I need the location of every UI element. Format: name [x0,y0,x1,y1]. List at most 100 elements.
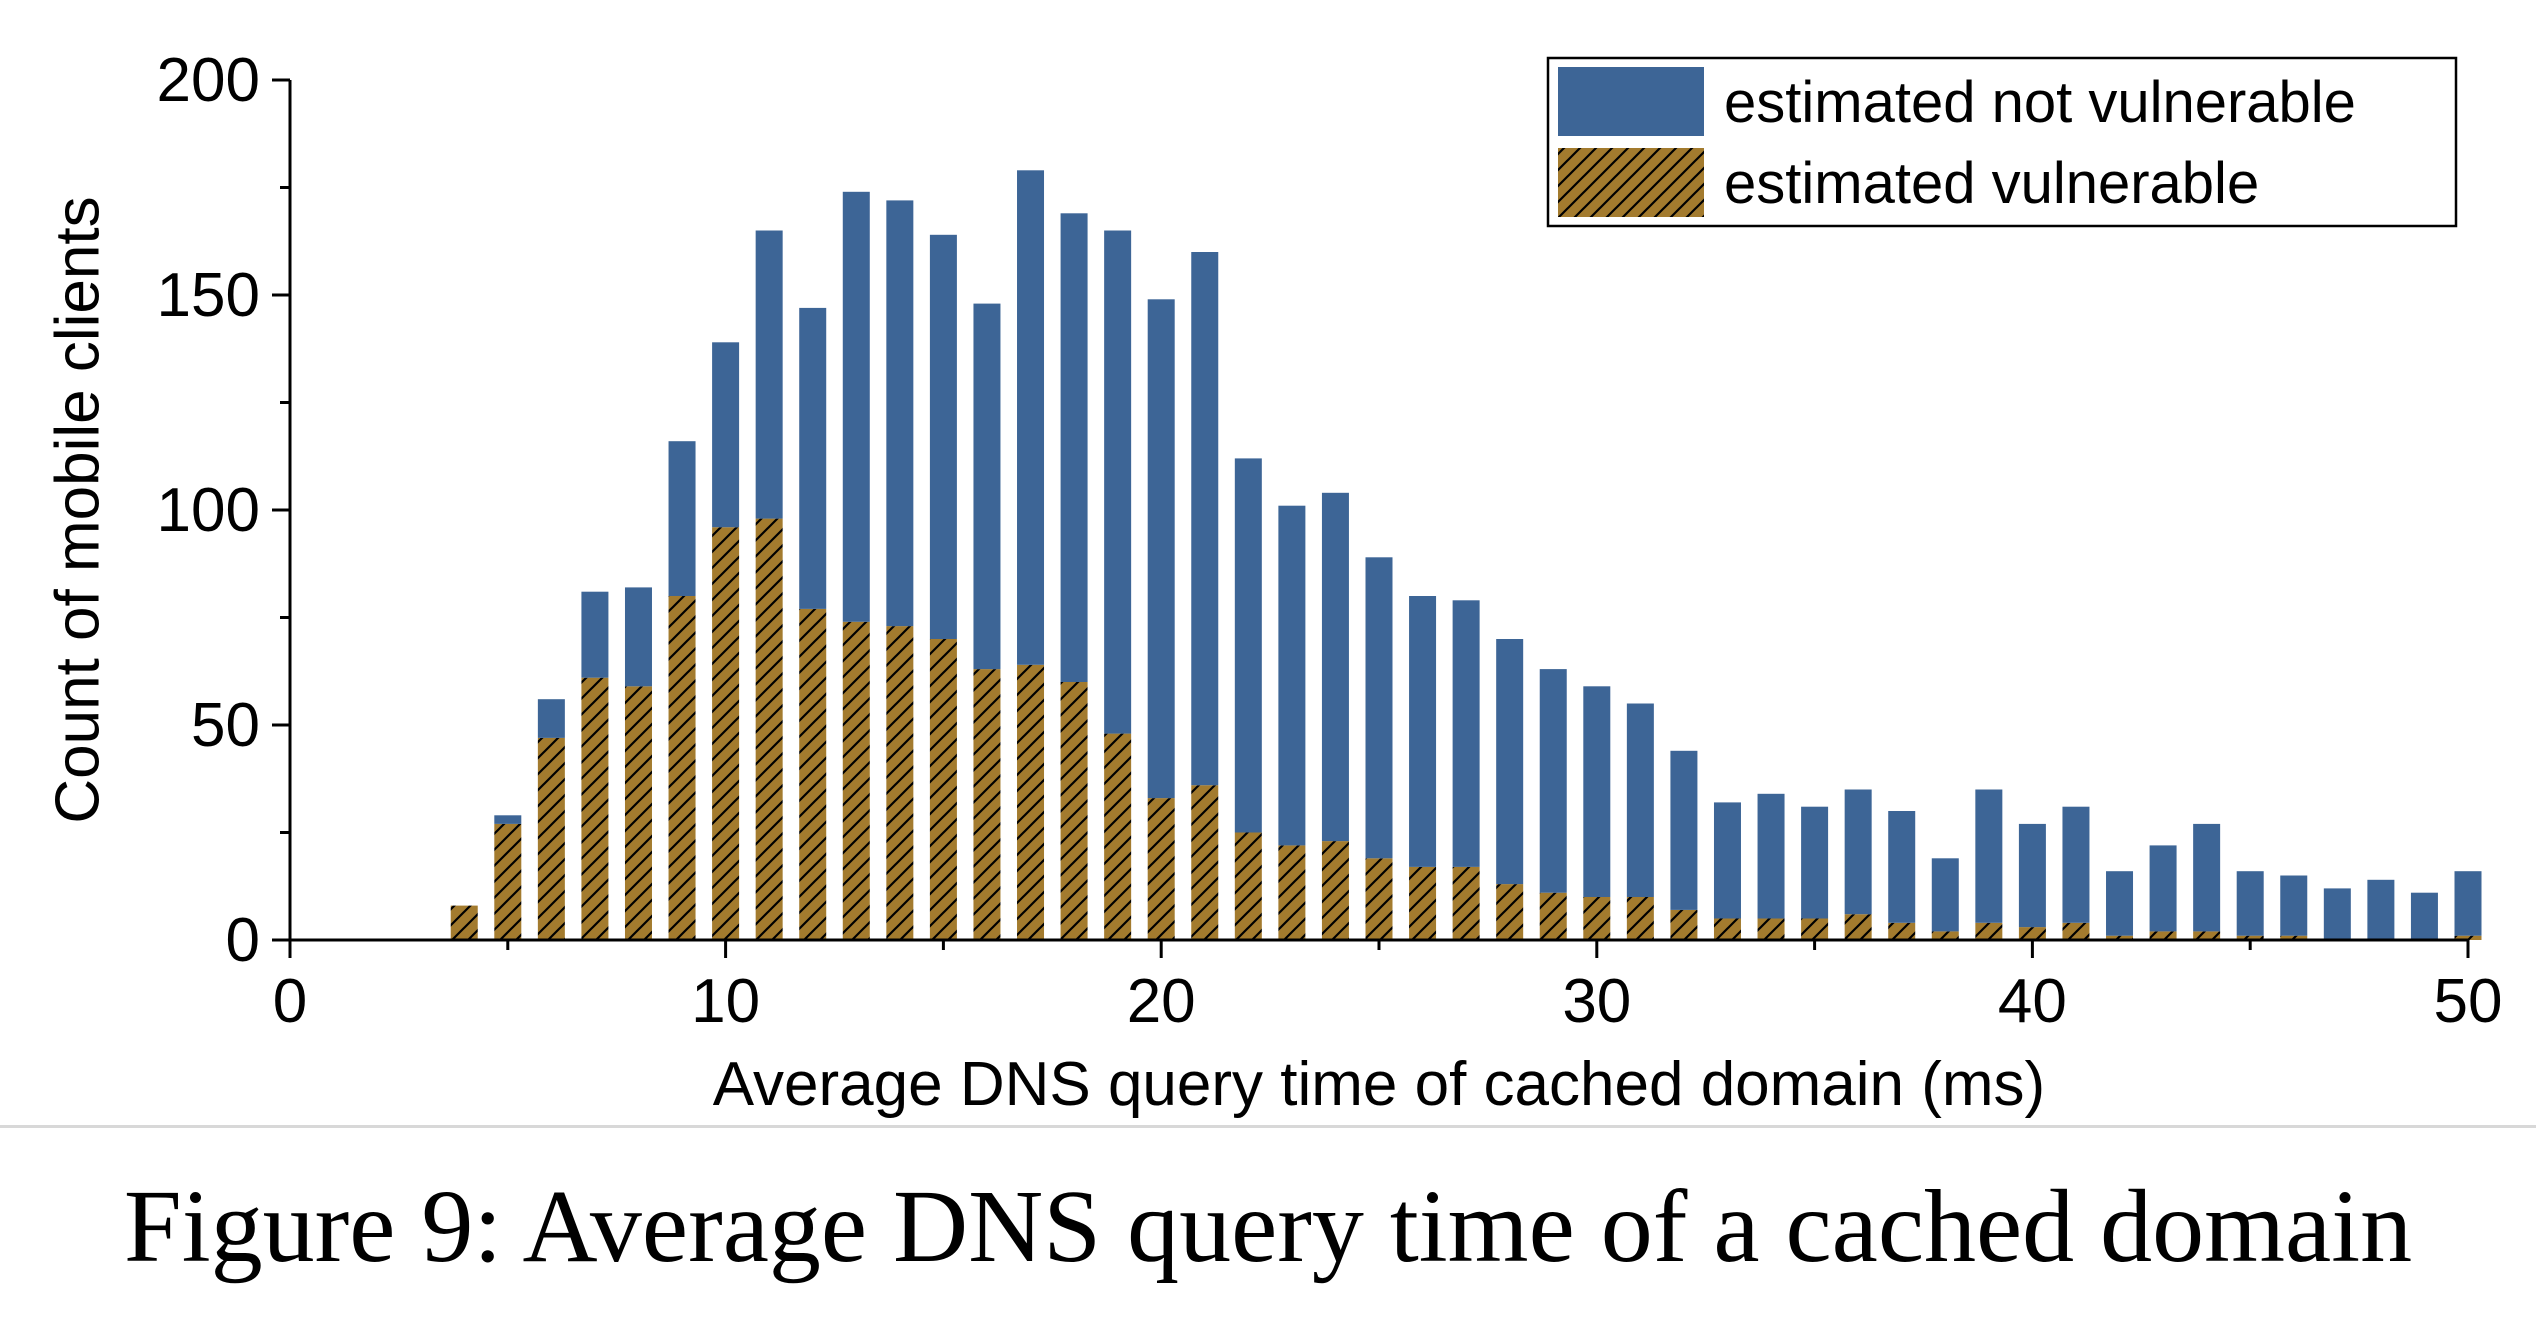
bar-vulnerable [2193,931,2221,940]
y-tick-label: 150 [157,261,260,330]
bar-vulnerable [450,905,478,940]
bar-not-vulnerable [668,441,696,596]
bar-vulnerable [494,823,522,940]
bar-not-vulnerable [581,591,609,678]
y-axis-title: Count of mobile clients [44,196,113,823]
bar-not-vulnerable [2454,871,2482,936]
bar-vulnerable [1278,845,1306,940]
bar-vulnerable [1931,931,1959,940]
bar-not-vulnerable [1321,492,1349,842]
bar-vulnerable [712,527,740,940]
histogram-chart: 0 50 100 150 200 0 10 20 30 40 50 Average DNS quer… [44,46,2503,1119]
y-tick-label: 100 [157,476,260,545]
bar-not-vulnerable [1539,669,1567,893]
bar-not-vulnerable [1104,230,1132,734]
bar-vulnerable [842,621,870,940]
x-tick-label: 40 [1998,967,2067,1036]
bar-vulnerable [1365,858,1393,940]
bar-not-vulnerable [886,200,914,627]
bar-not-vulnerable [1713,802,1741,919]
legend-swatch-vulnerable [1558,148,1704,217]
bar-vulnerable [537,737,565,940]
bar-not-vulnerable [712,342,740,528]
legend-label-vulnerable: estimated vulnerable [1724,151,2259,216]
bar-not-vulnerable [1060,213,1088,683]
bar-not-vulnerable [1757,793,1785,919]
bar-vulnerable [1452,866,1480,940]
bars-group [450,170,2482,940]
bar-vulnerable [1017,664,1045,940]
bar-not-vulnerable [1931,858,1959,932]
tick-labels-group: 0 50 100 150 200 0 10 20 30 40 50 [157,46,2503,1036]
bar-vulnerable [1409,866,1437,940]
bar-vulnerable [1757,918,1785,940]
bar-not-vulnerable [1017,170,1045,665]
bar-not-vulnerable [2062,806,2090,923]
bar-not-vulnerable [842,191,870,622]
bar-vulnerable [1801,918,1829,940]
bar-not-vulnerable [1626,703,1654,897]
bar-not-vulnerable [537,699,565,738]
bar-vulnerable [624,686,652,940]
bar-vulnerable [886,626,914,940]
bar-vulnerable [1583,897,1611,940]
bar-vulnerable [1975,922,2003,940]
bar-not-vulnerable [2367,879,2395,940]
bar-not-vulnerable [1888,811,1916,923]
bar-vulnerable [581,677,609,940]
bar-not-vulnerable [1844,789,1872,915]
bar-vulnerable [2236,935,2264,940]
bar-not-vulnerable [973,303,1001,670]
bar-not-vulnerable [2018,823,2046,928]
bar-vulnerable [2062,922,2090,940]
x-tick-label: 10 [691,967,760,1036]
bar-vulnerable [2454,935,2482,940]
legend-label-not-vulnerable: estimated not vulnerable [1724,70,2356,135]
legend: estimated not vulnerable estimated vulne… [1546,56,2458,228]
bar-vulnerable [1626,897,1654,940]
bar-not-vulnerable [1452,600,1480,867]
bar-not-vulnerable [2236,871,2264,936]
bar-not-vulnerable [1365,557,1393,859]
bar-not-vulnerable [1409,596,1437,867]
bar-vulnerable [2149,931,2177,940]
bar-not-vulnerable [1191,252,1219,786]
bar-not-vulnerable [1583,686,1611,897]
bar-not-vulnerable [494,815,522,824]
bar-not-vulnerable [799,307,827,609]
bar-vulnerable [2280,935,2308,940]
bar-not-vulnerable [624,587,652,687]
bar-vulnerable [668,596,696,940]
bar-vulnerable [1844,914,1872,940]
bar-vulnerable [755,518,783,940]
x-tick-label: 20 [1127,967,1196,1036]
bar-not-vulnerable [1496,639,1524,885]
bar-not-vulnerable [755,230,783,519]
bar-not-vulnerable [1278,505,1306,846]
bar-vulnerable [1670,909,1698,940]
bar-not-vulnerable [2410,892,2438,940]
bar-vulnerable [799,608,827,940]
bar-vulnerable [1321,841,1349,940]
bar-not-vulnerable [1234,458,1262,833]
legend-swatch-not-vulnerable [1558,67,1704,136]
bar-not-vulnerable [2280,875,2308,936]
bar-vulnerable [2106,935,2134,940]
y-tick-label: 0 [226,906,260,975]
x-tick-label: 0 [273,967,307,1036]
bar-not-vulnerable [1975,789,2003,923]
bar-not-vulnerable [1801,806,1829,919]
bar-not-vulnerable [2106,871,2134,936]
bar-vulnerable [929,639,957,940]
figure-caption: Figure 9: Average DNS query time of a ca… [123,1169,2413,1284]
bar-not-vulnerable [1147,299,1175,799]
bar-vulnerable [1147,798,1175,940]
axes-group [272,78,2470,958]
bar-vulnerable [2018,927,2046,940]
bar-vulnerable [1888,922,1916,940]
caption-divider [0,1125,2536,1128]
bar-vulnerable [973,669,1001,940]
bar-not-vulnerable [1670,750,1698,910]
y-tick-label: 50 [191,691,260,760]
x-tick-label: 50 [2434,967,2503,1036]
